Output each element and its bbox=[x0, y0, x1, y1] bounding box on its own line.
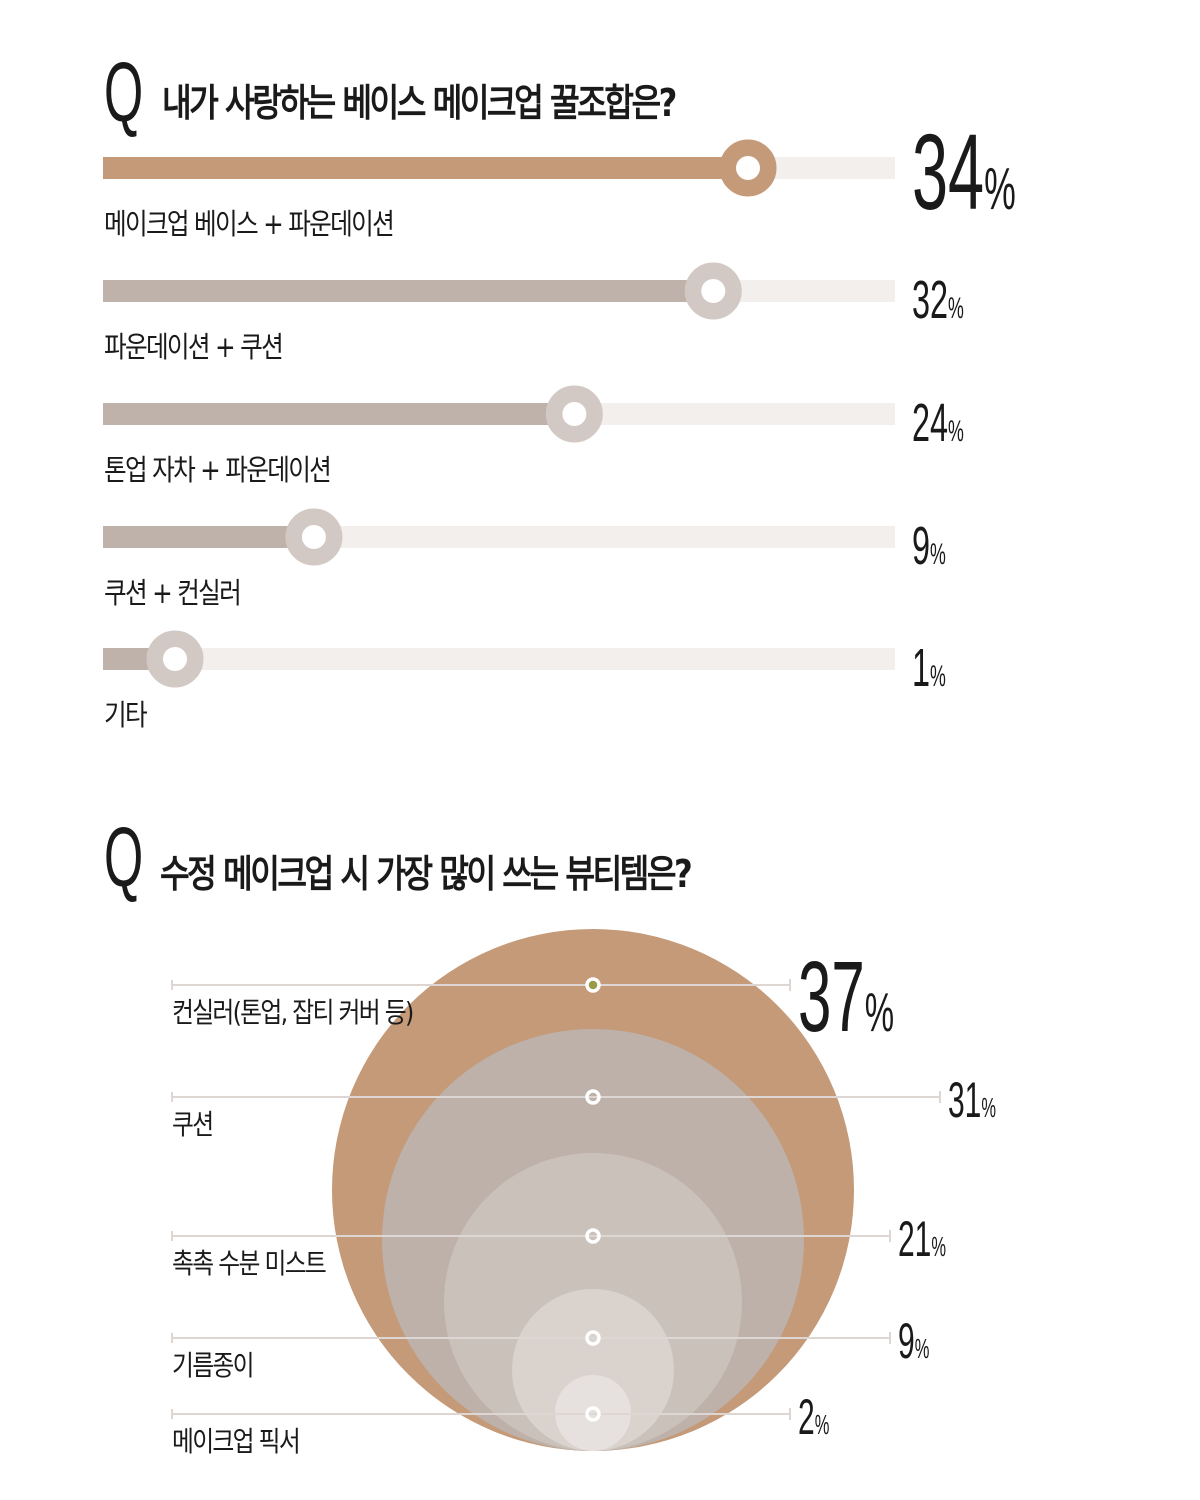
question-title-1: 내가 사랑하는 베이스 메이크업 꿀조합은? bbox=[162, 81, 677, 125]
value-unit: % bbox=[948, 415, 964, 448]
bar-knob-hole bbox=[562, 402, 587, 426]
bar-category-label: 파운데이션 + 쿠션 bbox=[104, 330, 284, 364]
bar-value-label: 34% bbox=[912, 118, 1016, 226]
bubble-value-label: 21% bbox=[898, 1214, 946, 1264]
bar-knob-hole bbox=[301, 525, 326, 549]
bar-knob-hole bbox=[736, 156, 760, 180]
bar-fill bbox=[103, 280, 714, 302]
bubble-value-label: 37% bbox=[798, 947, 894, 1047]
bubble-value-label: 31% bbox=[948, 1075, 996, 1125]
bar-knob bbox=[285, 508, 343, 566]
bubble-value-label: 9% bbox=[898, 1316, 929, 1366]
bar-track bbox=[103, 648, 895, 670]
bar-knob bbox=[545, 385, 603, 443]
value-unit: % bbox=[930, 538, 946, 571]
bar-knob-hole bbox=[163, 647, 187, 671]
value-unit: % bbox=[984, 155, 1016, 222]
value-unit: % bbox=[864, 981, 895, 1043]
bubble-marker bbox=[585, 1089, 601, 1105]
q-mark-2: Q bbox=[104, 810, 144, 904]
q-mark-1: Q bbox=[104, 45, 144, 139]
value-number: 31 bbox=[948, 1072, 982, 1128]
value-unit: % bbox=[981, 1092, 997, 1123]
value-number: 24 bbox=[912, 393, 949, 453]
bar-knob-hole bbox=[701, 279, 726, 303]
bar-knob bbox=[146, 630, 204, 688]
value-number: 1 bbox=[912, 638, 931, 698]
bar-fill bbox=[103, 157, 748, 179]
bar-value-label: 9% bbox=[912, 519, 946, 573]
value-unit: % bbox=[814, 1409, 830, 1440]
bubble-marker bbox=[585, 1330, 601, 1346]
bubble-category-label: 촉촉 수분 미스트 bbox=[172, 1247, 327, 1280]
bar-category-label: 쿠션 + 컨실러 bbox=[104, 576, 242, 610]
bubble-marker bbox=[585, 1228, 601, 1244]
question-title-2: 수정 메이크업 시 가장 많이 쓰는 뷰티템은? bbox=[160, 852, 693, 896]
value-unit: % bbox=[914, 1333, 930, 1364]
bar-value-label: 32% bbox=[912, 273, 964, 327]
value-number: 32 bbox=[912, 270, 949, 330]
value-number: 37 bbox=[798, 941, 865, 1053]
bubble-value-label: 2% bbox=[798, 1392, 829, 1442]
bar-category-label: 메이크업 베이스 + 파운데이션 bbox=[104, 207, 395, 241]
bar-fill bbox=[103, 403, 575, 425]
bar-category-label: 기타 bbox=[104, 698, 148, 732]
bubble-category-label: 쿠션 bbox=[172, 1108, 214, 1141]
bar-chart bbox=[103, 139, 895, 688]
bar-fill bbox=[103, 526, 314, 548]
bubble bbox=[512, 1289, 674, 1451]
bar-category-label: 톤업 자차 + 파운데이션 bbox=[104, 453, 332, 487]
bar-knob bbox=[719, 139, 777, 197]
value-unit: % bbox=[930, 660, 946, 693]
bubble-marker bbox=[585, 977, 601, 993]
bar-value-label: 1% bbox=[912, 641, 946, 695]
value-number: 9 bbox=[912, 516, 931, 576]
bar-knob bbox=[684, 262, 742, 320]
value-number: 2 bbox=[798, 1389, 815, 1445]
bubble-category-label: 메이크업 픽서 bbox=[172, 1425, 301, 1458]
value-unit: % bbox=[948, 292, 964, 325]
bubble-category-label: 컨실러(톤업, 잡티 커버 등) bbox=[172, 996, 414, 1029]
value-number: 34 bbox=[912, 111, 985, 232]
bubble-marker bbox=[585, 1406, 601, 1422]
bubble-category-label: 기름종이 bbox=[172, 1349, 254, 1382]
value-number: 21 bbox=[898, 1211, 932, 1267]
value-number: 9 bbox=[898, 1313, 915, 1369]
value-unit: % bbox=[931, 1231, 947, 1262]
bar-value-label: 24% bbox=[912, 396, 964, 450]
